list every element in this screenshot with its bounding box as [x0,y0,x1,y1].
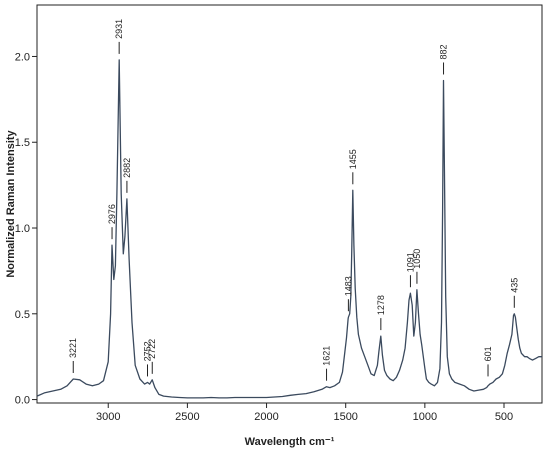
y-tick-label: 1.0 [15,223,30,235]
peak-label: 882 [439,44,449,59]
x-axis: 3000 2500 2000 1500 1000 500 [96,403,513,423]
peak-label: 1091 [405,252,415,272]
peak-label: 601 [483,346,493,361]
peak-label: 2722 [147,339,157,359]
y-axis: 0.0 0.5 1.0 1.5 2.0 [15,51,37,407]
peak-label: 2752 [142,341,152,361]
x-tick-label: 2500 [175,411,199,423]
x-tick-label: 1000 [413,411,437,423]
y-axis-title: Normalized Raman Intensity [5,129,17,277]
x-tick-label: 1500 [333,411,357,423]
x-axis-title: Wavelength cm⁻¹ [245,436,335,448]
x-tick-label: 500 [495,411,513,423]
peak-label: 2976 [107,204,117,224]
y-tick-label: 0.5 [15,309,30,321]
y-tick-label: 0.0 [15,395,30,407]
x-tick-label: 2000 [254,411,278,423]
y-tick-label: 2.0 [15,51,30,63]
x-tick-label: 3000 [96,411,120,423]
plot-frame [36,4,543,404]
peak-label: 2931 [114,19,124,39]
peak-label: 2882 [122,158,132,178]
peak-label: 1278 [376,295,386,315]
peak-label: 1621 [322,346,332,366]
y-tick-label: 1.5 [15,137,30,149]
peak-label: 1483 [343,276,353,296]
peak-label: 1050 [412,249,422,269]
peak-label: 1455 [348,149,358,169]
spectrum-line [36,59,542,399]
peak-label: 3221 [68,338,78,358]
peak-label: 435 [509,278,519,293]
